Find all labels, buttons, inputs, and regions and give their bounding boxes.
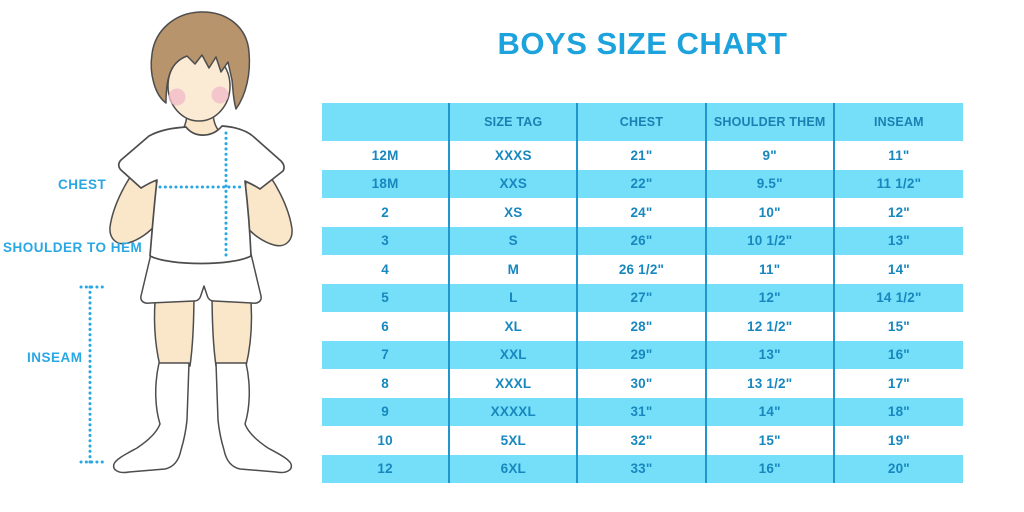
boy-figure: CHEST SHOULDER TO HEM INSEAM	[0, 0, 320, 512]
table-cell: 33"	[578, 454, 707, 483]
table-row: 5 L 27" 12" 14 1/2"	[322, 283, 963, 312]
table-cell: 12"	[887, 204, 910, 220]
table-cell: 15"	[887, 318, 910, 334]
table-cell: 9"	[707, 141, 835, 170]
table-cell: 22"	[578, 169, 707, 198]
table-row: 3 S 26" 10 1/2" 13"	[322, 226, 963, 255]
table-cell: 7	[322, 340, 451, 369]
table-cell: 10"	[707, 198, 835, 227]
table-row: 6 XL 28" 12 1/2" 15"	[322, 312, 963, 341]
table-cell: 13 1/2"	[707, 369, 835, 398]
table-cell: 11"	[707, 255, 835, 284]
table-cell: 8	[322, 369, 451, 398]
table-cell: 11"	[888, 147, 910, 163]
boy-hair	[150, 11, 251, 110]
table-row: 7 XXL 29" 13" 16"	[322, 340, 963, 369]
table-cell: 5	[322, 283, 451, 312]
table-cell: XXL	[450, 340, 579, 369]
page-title: BOYS SIZE CHART	[497, 26, 788, 61]
table-cell: XXS	[450, 169, 579, 198]
table-cell: 30"	[578, 369, 707, 398]
table-row: 2 XS 24" 10" 12"	[322, 198, 963, 227]
table-cell: 15"	[707, 426, 835, 455]
table-cell: 2	[322, 198, 451, 227]
table-cell: 28"	[578, 312, 707, 341]
boy-sock-right	[215, 362, 293, 474]
table-cell: L	[450, 283, 579, 312]
table-cell: XS	[450, 198, 579, 227]
table-row: 8 XXXL 30" 13 1/2" 17"	[322, 369, 963, 398]
table-cell: 26 1/2"	[578, 255, 707, 284]
table-cell: 16"	[707, 454, 835, 483]
table-cell: 13"	[887, 233, 910, 249]
header-cell: CHEST	[578, 103, 707, 141]
table-cell: S	[450, 226, 579, 255]
table-cell: 5XL	[450, 426, 579, 455]
table-cell: 13"	[707, 340, 835, 369]
header-cell: SIZE TAG	[450, 103, 579, 141]
table-cell: 14"	[707, 397, 835, 426]
table-row: 12M XXXS 21" 9" 11"	[322, 141, 963, 170]
boy-illustration	[79, 11, 293, 474]
table-cell: 24"	[578, 198, 707, 227]
table-cell: 9.5"	[707, 169, 835, 198]
table-row: 9 XXXXL 31" 14" 18"	[322, 397, 963, 426]
table-row: 4 M 26 1/2" 11" 14"	[322, 255, 963, 284]
inseam-label: INSEAM	[27, 350, 83, 365]
size-table: SIZE TAG CHEST SHOULDER THEM INSEAM 12M XXXS 2…	[322, 103, 963, 483]
boy-leg-left	[153, 289, 195, 367]
table-cell: XXXXL	[450, 397, 579, 426]
table-cell: 10 1/2"	[707, 226, 835, 255]
boy-cheek-left	[168, 88, 186, 106]
table-cell: 6XL	[450, 454, 579, 483]
boy-tshirt	[117, 125, 285, 265]
table-cell: 10	[322, 426, 451, 455]
table-row: 10 5XL 32" 15" 19"	[322, 426, 963, 455]
table-cell: 12"	[707, 283, 835, 312]
header-cell: INSEAM	[873, 115, 924, 129]
table-row: 18M XXS 22" 9.5" 11 1/2"	[322, 169, 963, 198]
table-cell: 20"	[887, 461, 910, 477]
boy-sock-left	[112, 362, 190, 474]
table-cell: 18"	[887, 404, 910, 420]
table-cell: 31"	[578, 397, 707, 426]
table-cell: 3	[322, 226, 451, 255]
header-cell	[322, 103, 451, 141]
table-cell: 32"	[578, 426, 707, 455]
table-cell: 11 1/2"	[876, 176, 922, 192]
table-cell: 29"	[578, 340, 707, 369]
table-cell: XXXL	[450, 369, 579, 398]
table-cell: 16"	[887, 347, 910, 363]
table-cell: 14 1/2"	[876, 290, 922, 306]
table-cell: 4	[322, 255, 451, 284]
table-cell: 12	[322, 454, 451, 483]
table-cell: 6	[322, 312, 451, 341]
shoulder-to-hem-label: SHOULDER TO HEM	[3, 240, 143, 255]
table-cell: XL	[450, 312, 579, 341]
table-cell: 17"	[887, 375, 910, 391]
table-cell: 12M	[322, 141, 451, 170]
table-cell: 9	[322, 397, 451, 426]
boy-cheek-right	[211, 86, 229, 104]
table-cell: 27"	[578, 283, 707, 312]
table-cell: 12 1/2"	[707, 312, 835, 341]
table-cell: 26"	[578, 226, 707, 255]
table-cell: 18M	[322, 169, 451, 198]
boy-shorts	[140, 253, 262, 304]
chest-label: CHEST	[58, 177, 107, 192]
table-cell: 21"	[578, 141, 707, 170]
table-row: 12 6XL 33" 16" 20"	[322, 454, 963, 483]
table-cell: XXXS	[450, 141, 579, 170]
header-cell: SHOULDER THEM	[707, 103, 835, 141]
table-cell: 19"	[887, 432, 910, 448]
table-header-row: SIZE TAG CHEST SHOULDER THEM INSEAM	[322, 103, 963, 141]
table-cell: M	[450, 255, 579, 284]
table-cell: 14"	[887, 261, 910, 277]
